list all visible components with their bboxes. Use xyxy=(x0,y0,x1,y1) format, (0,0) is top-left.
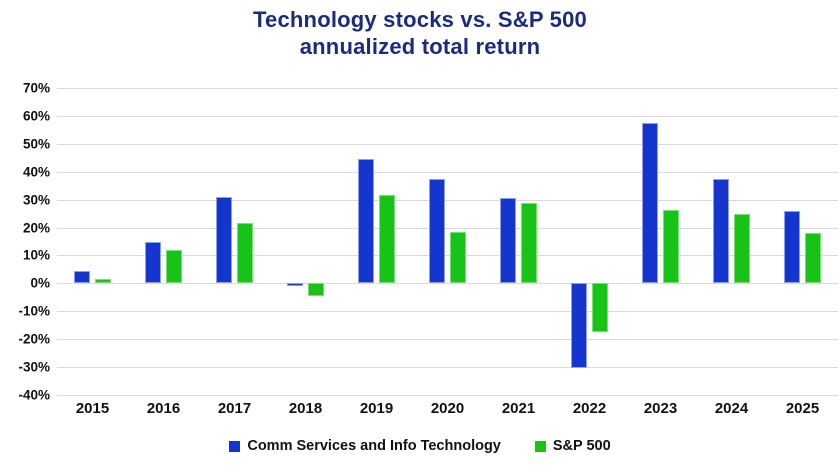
gridline-10 xyxy=(57,255,838,257)
gridline-30 xyxy=(57,199,838,201)
x-tick-label-2019: 2019 xyxy=(359,400,394,417)
bar-2016-sp500 xyxy=(166,249,182,284)
plot-area xyxy=(57,88,838,396)
y-tick-label: 10% xyxy=(22,247,50,263)
x-tick-label-2017: 2017 xyxy=(217,400,252,417)
bar-2015-tech xyxy=(74,270,90,284)
bar-2025-tech xyxy=(784,210,800,284)
x-tick-label-2025: 2025 xyxy=(785,400,820,417)
gridline-70 xyxy=(57,88,838,89)
x-tick-label-2022: 2022 xyxy=(572,400,607,417)
gridline-20 xyxy=(57,227,838,229)
legend-label-sp500: S&P 500 xyxy=(552,438,611,454)
legend-item-sp500: S&P 500 xyxy=(534,438,611,454)
y-tick-label: 0% xyxy=(30,275,50,291)
gridline--40 xyxy=(57,395,838,396)
bar-2020-tech xyxy=(429,178,445,284)
x-tick-label-2020: 2020 xyxy=(430,400,465,417)
x-tick-label-2018: 2018 xyxy=(288,400,323,417)
bar-2017-tech xyxy=(216,196,232,284)
gridline-50 xyxy=(57,143,838,145)
gridline-40 xyxy=(57,171,838,173)
y-tick-label: 20% xyxy=(22,220,50,236)
bar-2023-sp500 xyxy=(663,209,679,284)
gridline--30 xyxy=(57,367,838,369)
y-tick-label: 60% xyxy=(22,108,50,124)
bar-2021-tech xyxy=(500,198,516,284)
y-tick-label: -30% xyxy=(18,359,50,375)
y-tick-label: -20% xyxy=(18,331,50,347)
bar-2015-sp500 xyxy=(95,279,111,284)
y-axis: 70% 60% 50% 40% 30% 20% 10% 0% -10% -20% -30% -40% xyxy=(0,81,50,403)
gridline--10 xyxy=(57,311,838,313)
legend-item-comm-services: Comm Services and Info Technology xyxy=(229,438,501,454)
gridline--20 xyxy=(57,339,838,341)
bar-2024-tech xyxy=(713,178,729,284)
x-tick-label-2023: 2023 xyxy=(643,400,678,417)
bar-2019-sp500 xyxy=(379,195,395,284)
legend-label-comm-services: Comm Services and Info Technology xyxy=(247,438,501,454)
bar-2022-sp500 xyxy=(592,283,608,333)
bar-2022-tech xyxy=(571,283,587,369)
x-tick-label-2016: 2016 xyxy=(146,400,181,417)
chart-title: Technology stocks vs. S&P 500 annualized… xyxy=(0,6,840,60)
x-axis: 2015 2016 2017 2018 2019 2020 2021 2022 2023 2024… xyxy=(57,400,838,422)
y-tick-label: 40% xyxy=(22,164,50,180)
gridline-0 xyxy=(57,283,838,285)
bar-2018-sp500 xyxy=(308,283,324,296)
y-tick-label: 70% xyxy=(22,80,50,96)
y-tick-label: 50% xyxy=(22,136,50,152)
legend-swatch-blue-icon xyxy=(229,440,241,452)
bar-2024-sp500 xyxy=(734,213,750,284)
chart-title-line1: Technology stocks vs. S&P 500 xyxy=(253,7,587,32)
bar-2020-sp500 xyxy=(450,232,466,284)
chart-title-line2: annualized total return xyxy=(299,34,541,59)
x-tick-label-2021: 2021 xyxy=(501,400,536,417)
legend: Comm Services and Info Technology S&P 50… xyxy=(0,438,840,454)
y-tick-label: -40% xyxy=(18,387,50,403)
gridline-60 xyxy=(57,115,838,117)
bar-2018-tech xyxy=(287,283,303,287)
y-tick-label: 30% xyxy=(22,192,50,208)
bar-2025-sp500 xyxy=(805,233,821,284)
bar-2017-sp500 xyxy=(237,222,253,284)
bar-2023-tech xyxy=(642,122,658,284)
legend-swatch-green-icon xyxy=(534,440,546,452)
y-tick-label: -10% xyxy=(18,303,50,319)
bar-2016-tech xyxy=(145,241,161,284)
x-tick-label-2024: 2024 xyxy=(714,400,749,417)
bar-2021-sp500 xyxy=(521,203,537,284)
x-tick-label-2015: 2015 xyxy=(75,400,110,417)
bar-2019-tech xyxy=(358,159,374,284)
